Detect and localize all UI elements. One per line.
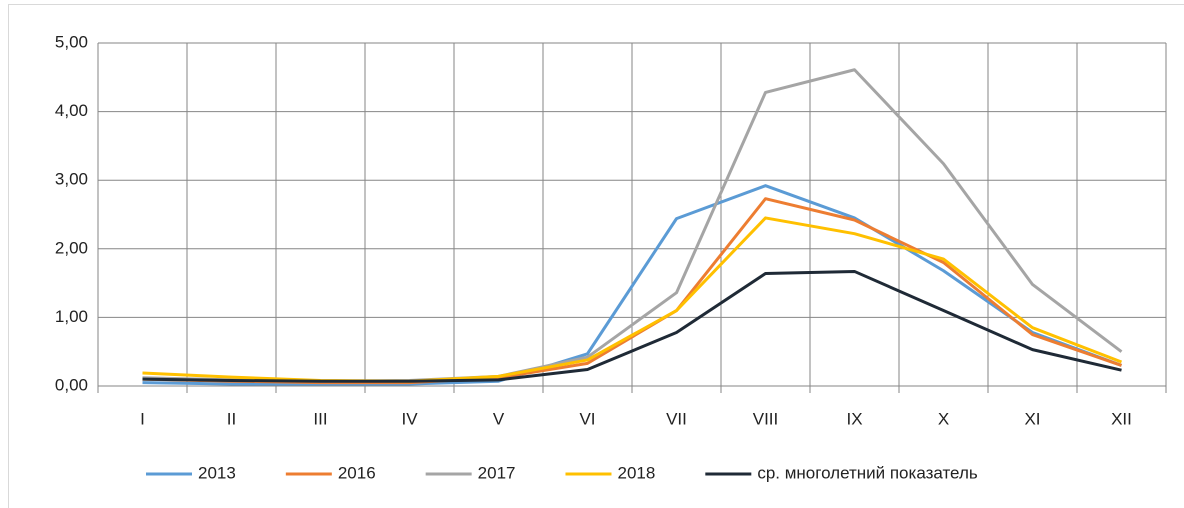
legend-label: 2017: [478, 463, 516, 482]
y-tick-label: 1,00: [55, 307, 88, 326]
legend-label: 2016: [338, 463, 376, 482]
y-tick-label: 4,00: [55, 101, 88, 120]
x-tick-label: XII: [1111, 409, 1132, 428]
y-tick-label: 0,00: [55, 375, 88, 394]
x-tick-label: XI: [1024, 409, 1040, 428]
x-tick-label: I: [140, 409, 145, 428]
x-tick-label: VIII: [753, 409, 779, 428]
x-tick-label: VII: [666, 409, 687, 428]
legend-label: 2013: [198, 463, 236, 482]
series-line: [142, 184, 1123, 386]
chart-border: [8, 4, 1184, 508]
x-tick-label: IV: [401, 409, 418, 428]
x-tick-label: V: [493, 409, 505, 428]
series-line: [142, 269, 1122, 383]
x-tick-label: II: [227, 409, 236, 428]
legend-label: 2018: [617, 463, 655, 482]
x-tick-label: III: [313, 409, 327, 428]
y-tick-label: 5,00: [55, 32, 88, 51]
x-tick-label: X: [938, 409, 949, 428]
x-tick-label: VI: [579, 409, 595, 428]
legend-label: ср. многолетний показатель: [757, 463, 978, 482]
y-tick-label: 3,00: [55, 170, 88, 189]
y-tick-label: 2,00: [55, 238, 88, 257]
x-tick-label: IX: [846, 409, 862, 428]
